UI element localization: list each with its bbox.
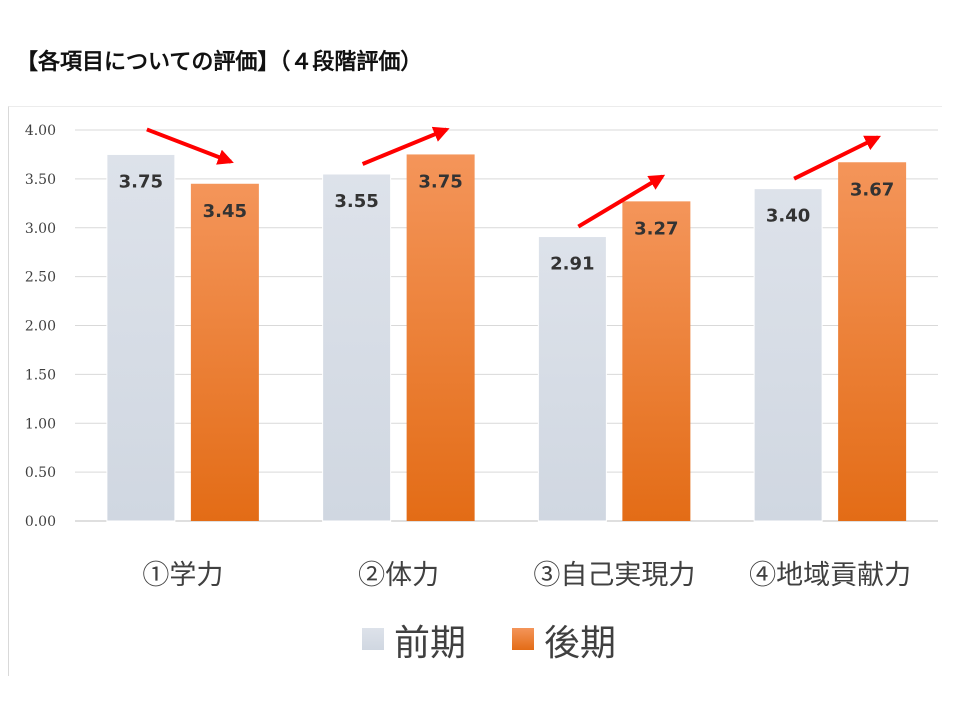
bar-former-2 xyxy=(322,173,392,522)
data-label: 2.91 xyxy=(550,254,594,275)
y-tick-label: 0.50 xyxy=(25,465,56,481)
bar-former-4 xyxy=(753,188,823,522)
y-tick-label: 1.50 xyxy=(25,367,56,383)
bar-former-1 xyxy=(106,153,176,522)
data-label: 3.40 xyxy=(766,206,810,227)
legend-swatch-latter xyxy=(512,628,534,650)
bar-latter-2 xyxy=(406,154,475,521)
legend-swatch-former xyxy=(362,628,384,650)
category-label: ②体力 xyxy=(358,560,439,591)
trend-arrow-down xyxy=(146,127,234,165)
data-label: 3.55 xyxy=(334,191,378,212)
bar-latter-4 xyxy=(838,162,907,521)
y-tick-label: 4.00 xyxy=(25,123,56,139)
slide-title: 【各項目についての評価】（４段階評価） xyxy=(16,50,423,75)
y-tick-label: 2.50 xyxy=(25,270,56,286)
y-tick-label: 2.00 xyxy=(25,319,56,335)
data-label: 3.67 xyxy=(850,179,894,200)
trend-arrow-up xyxy=(793,135,881,181)
y-tick-label: 3.00 xyxy=(25,221,56,237)
bars xyxy=(106,153,907,522)
chart-frame xyxy=(8,106,942,676)
bar-latter-1 xyxy=(190,183,259,521)
category-label: ④地域貢献力 xyxy=(749,560,911,591)
legend: 前期 後期 xyxy=(362,623,616,664)
data-label: 3.45 xyxy=(203,201,247,222)
trend-arrow-up xyxy=(577,174,666,229)
y-tick-label: 3.50 xyxy=(25,172,56,188)
trend-arrows xyxy=(146,126,881,229)
y-axis: 0.00 0.50 1.00 1.50 2.00 2.50 3.00 3.50 4.00 xyxy=(25,123,56,530)
data-label: 3.75 xyxy=(418,171,462,192)
legend-label: 前期 xyxy=(394,623,466,664)
y-tick-label: 0.00 xyxy=(25,514,56,530)
category-label: ③自己実現力 xyxy=(533,560,695,591)
bar-latter-3 xyxy=(622,201,691,522)
data-label: 3.75 xyxy=(119,171,163,192)
category-label: ①学力 xyxy=(142,560,223,591)
data-labels: 3.75 3.45 3.55 3.75 2.91 3.27 3.40 3.67 xyxy=(119,171,895,274)
category-labels: ①学力 ②体力 ③自己実現力 ④地域貢献力 xyxy=(142,560,911,591)
bar-former-3 xyxy=(537,236,607,522)
y-tick-label: 1.00 xyxy=(25,416,56,432)
trend-arrow-up xyxy=(361,126,450,166)
data-label: 3.27 xyxy=(634,218,678,239)
legend-label: 後期 xyxy=(544,623,616,664)
